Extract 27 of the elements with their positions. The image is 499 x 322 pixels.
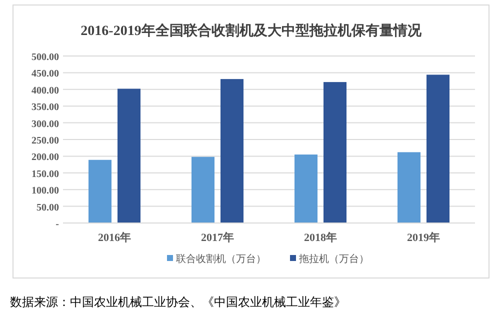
y-tick-label: 250.00	[32, 136, 59, 146]
source-note: 数据来源：中国农业机械工业协会、《中国农业机械工业年鉴》	[10, 295, 346, 309]
y-tick-label: 500.00	[32, 52, 59, 63]
bar	[118, 88, 140, 223]
chart-title: 2016-2019年全国联合收割机及大中型拖拉机保有量情况	[80, 22, 422, 39]
bar	[294, 154, 318, 223]
y-tick-label: 150.00	[32, 168, 59, 180]
legend-label: 拖拉机（万台）	[298, 253, 369, 265]
y-tick-label: 200.00	[32, 152, 59, 164]
x-tick-label: 2016年	[98, 231, 131, 244]
y-tick-label: 350.00	[32, 102, 59, 114]
bar	[324, 82, 346, 223]
y-tick-label: 450.00	[32, 68, 59, 80]
bar	[88, 160, 112, 223]
legend-label: 联合收割机（万台）	[176, 253, 266, 265]
bar	[398, 152, 420, 223]
bar	[220, 79, 244, 223]
bar	[192, 156, 214, 223]
x-tick-label: 2019年	[407, 231, 440, 244]
y-tick-label: 50.00	[36, 202, 59, 214]
y-tick-label: -	[56, 219, 59, 230]
y-tick-label: 100.00	[32, 186, 59, 197]
x-tick-label: 2018年	[304, 231, 337, 244]
y-tick-label: 300.00	[32, 118, 59, 130]
bar	[426, 74, 450, 223]
x-tick-label: 2017年	[201, 231, 234, 244]
y-tick-label: 400.00	[32, 85, 59, 96]
